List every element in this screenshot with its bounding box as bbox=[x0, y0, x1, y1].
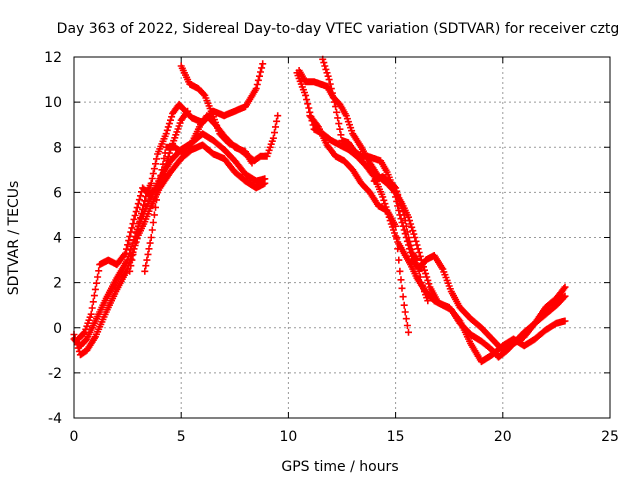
x-tick-label: 5 bbox=[177, 429, 186, 445]
series-markers bbox=[74, 107, 192, 343]
x-tick-label: 20 bbox=[494, 429, 512, 445]
y-tick-label: 10 bbox=[44, 95, 62, 111]
series-markers bbox=[177, 62, 282, 165]
y-axis-label: SDTVAR / TECUs bbox=[6, 181, 22, 296]
y-tick-label: 4 bbox=[53, 231, 62, 247]
series-track-6 bbox=[177, 62, 282, 165]
series-markers bbox=[370, 173, 432, 305]
y-tick-label: -4 bbox=[48, 411, 62, 427]
series-track-2 bbox=[70, 141, 269, 359]
y-tick-label: 2 bbox=[53, 276, 62, 292]
y-tick-label: 0 bbox=[53, 321, 62, 337]
series-track-11 bbox=[370, 173, 432, 305]
y-tick-label: -2 bbox=[48, 366, 62, 382]
x-tick-label: 10 bbox=[279, 429, 297, 445]
x-axis-label: GPS time / hours bbox=[281, 459, 398, 475]
chart-title: Day 363 of 2022, Sidereal Day-to-day VTE… bbox=[57, 21, 620, 37]
y-tick-label: 8 bbox=[53, 140, 62, 156]
x-tick-label: 15 bbox=[387, 429, 405, 445]
plot-frame bbox=[73, 56, 611, 419]
series-track-1 bbox=[70, 130, 269, 350]
grid bbox=[73, 56, 611, 419]
x-tick-label: 25 bbox=[601, 429, 619, 445]
x-tick-label: 0 bbox=[70, 429, 79, 445]
series-markers bbox=[70, 130, 269, 350]
series-markers bbox=[70, 141, 269, 359]
y-tick-label: 12 bbox=[44, 50, 62, 66]
tick-labels: 0 5 10 15 20 25 -4 -2 0 2 4 6 8 10 12 bbox=[44, 50, 619, 445]
series-track-3 bbox=[74, 107, 192, 343]
y-tick-label: 6 bbox=[53, 185, 62, 201]
series-track-10 bbox=[306, 112, 412, 336]
series-markers bbox=[306, 112, 412, 336]
plot-area bbox=[70, 55, 569, 366]
